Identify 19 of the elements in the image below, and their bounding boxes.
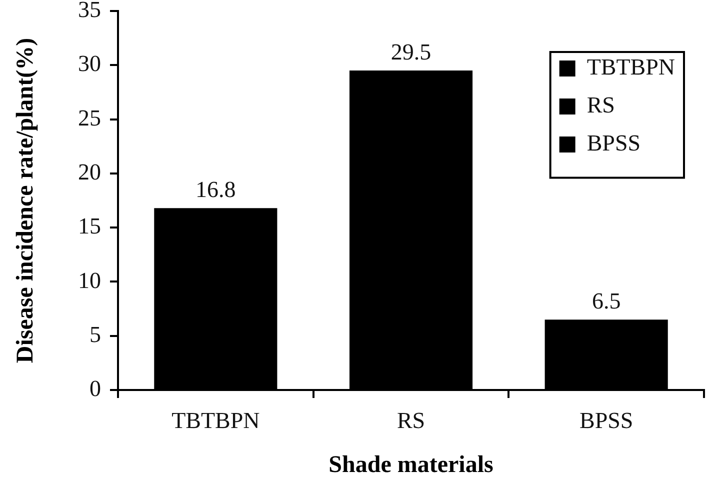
legend-label: BPSS <box>586 130 641 156</box>
y-axis-title: Disease incidence rate/plant(%) <box>12 38 39 364</box>
y-tick-label: 30 <box>78 51 101 76</box>
x-tick-label: BPSS <box>579 408 634 433</box>
y-tick-label: 20 <box>78 159 101 184</box>
y-tick-label: 25 <box>78 105 101 130</box>
legend-label: RS <box>586 92 615 118</box>
data-label: 29.5 <box>390 40 432 65</box>
x-tick-label: TBTBPN <box>172 408 260 433</box>
y-tick-label: 15 <box>78 214 101 239</box>
data-label: 6.5 <box>592 288 621 314</box>
y-tick-label: 35 <box>78 0 101 22</box>
data-label: 16.8 <box>196 177 236 202</box>
x-axis-title: Shade materials <box>328 452 494 478</box>
y-tick-label: 5 <box>90 322 101 347</box>
y-tick-label: 10 <box>78 268 101 293</box>
x-tick-label: RS <box>396 408 426 433</box>
y-tick-label: 0 <box>90 376 101 402</box>
legend-label: TBTBPN <box>586 54 676 80</box>
